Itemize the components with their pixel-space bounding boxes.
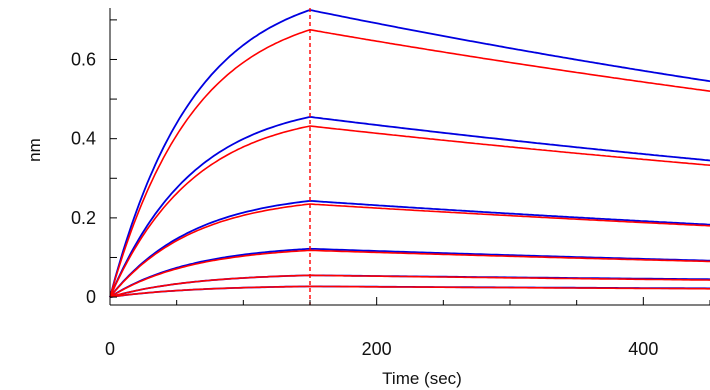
x-axis-label: Time (sec) — [382, 369, 462, 388]
fit-curve-3 — [109, 203, 710, 298]
fit-curve-5 — [109, 274, 710, 298]
y-axis-label: nm — [25, 138, 44, 162]
x-tick-label: 0 — [105, 339, 115, 359]
measured-curve-3 — [109, 199, 710, 298]
x-tick-label: 200 — [362, 339, 392, 359]
fit-curve-4 — [109, 249, 710, 298]
plot-area: 0 0.2 0.4 0.6 0 200 400 — [71, 8, 710, 359]
series-layer — [109, 8, 710, 305]
fit-curve-6 — [109, 285, 710, 298]
measured-curve-1 — [109, 9, 710, 298]
y-tick-label: 0.4 — [71, 129, 96, 149]
y-tick-label: 0.2 — [71, 208, 96, 228]
y-tick-label: 0 — [86, 287, 96, 307]
measured-curve-4 — [109, 247, 710, 298]
fit-curve-1 — [109, 28, 710, 298]
measured-curve-2 — [109, 115, 710, 298]
fit-curve-2 — [109, 125, 710, 298]
x-tick-label: 400 — [628, 339, 658, 359]
y-tick-label: 0.6 — [71, 49, 96, 69]
axis-layer: 0 0.2 0.4 0.6 0 200 400 — [71, 8, 710, 359]
